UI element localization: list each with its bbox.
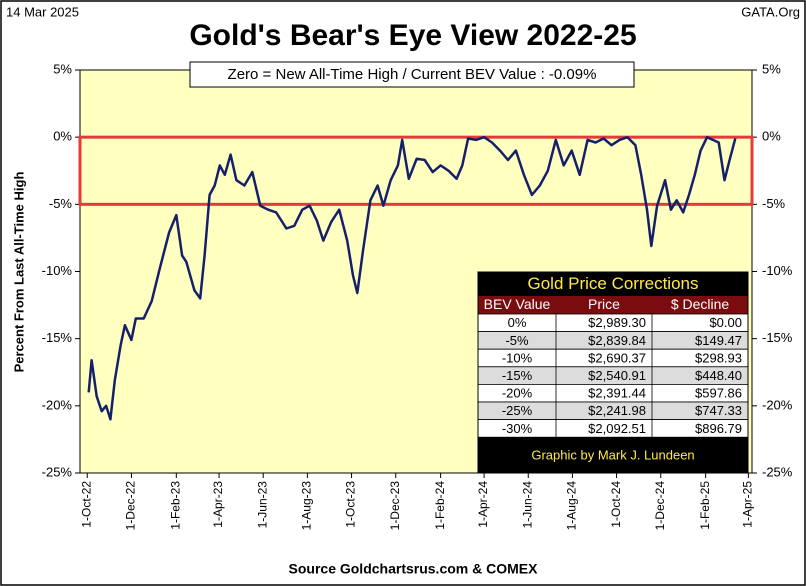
table-title-bg xyxy=(478,272,748,296)
table-cell: $2,391.44 xyxy=(588,386,646,401)
table-cell: 0% xyxy=(508,315,527,330)
table-border xyxy=(477,271,749,474)
table-cell: $2,092.51 xyxy=(588,421,646,436)
plot: 5% 5% 0% 0% -5% -5% -10% -10% -15% -15% -20% -20% -2… xyxy=(42,61,793,530)
x-tick-label: 1-Dec-23 xyxy=(388,481,402,531)
table-cell: -30% xyxy=(502,421,533,436)
highlight-band xyxy=(78,135,754,206)
x-tick-label: 1-Feb-25 xyxy=(698,481,712,530)
y2-tick-label: -25% xyxy=(762,464,793,479)
data-line xyxy=(87,135,737,421)
x-tick-label: 1-Oct-22 xyxy=(79,481,93,528)
x-axis-label: Source Goldchartsrus.com & COMEX xyxy=(289,561,539,577)
table-cell: -10% xyxy=(502,350,533,365)
x-tick-label: 1-Apr-25 xyxy=(741,481,755,528)
x-tick-label: 1-Jun-24 xyxy=(520,481,534,529)
x-tick-label: 1-Dec-22 xyxy=(124,481,138,531)
y-tick-label: 5% xyxy=(53,61,72,76)
table-header: $ Decline xyxy=(671,296,730,312)
x-tick-label: 1-Dec-24 xyxy=(653,481,667,531)
table-cell: -15% xyxy=(502,368,533,383)
table-footer: Graphic by Mark J. Lundeen xyxy=(531,448,694,463)
table-footer-bg xyxy=(478,437,748,473)
x-tick-label: 1-Oct-24 xyxy=(609,481,623,528)
y-tick-label: 0% xyxy=(53,129,72,144)
x-tick-label: 1-Jun-23 xyxy=(255,481,269,529)
y2-tick-label: -15% xyxy=(762,330,793,345)
table-cell: -5% xyxy=(505,333,529,348)
x-tick-label: 1-Aug-24 xyxy=(565,481,579,531)
source-site: GATA.Org xyxy=(741,4,800,19)
x-tick-label: 1-Apr-24 xyxy=(476,481,490,528)
y-tick-label: -10% xyxy=(42,263,73,278)
y-axis-label: Percent From Last All-Time High xyxy=(11,172,26,373)
table-cell: -25% xyxy=(502,403,533,418)
chart-title: Gold's Bear's Eye View 2022-25 xyxy=(189,19,636,52)
table-cell: $2,540.91 xyxy=(588,368,646,383)
table-cell: $2,989.30 xyxy=(588,315,646,330)
annotation: Zero = New All-Time High / Current BEV V… xyxy=(228,66,597,83)
table-header: Price xyxy=(588,296,620,312)
table-cell: $298.93 xyxy=(695,350,742,365)
x-tick-label: 1-Aug-23 xyxy=(300,481,314,531)
y-tick-label: -15% xyxy=(42,330,73,345)
table-cell: $448.40 xyxy=(695,368,742,383)
table-title: Gold Price Corrections xyxy=(527,274,698,293)
y2-tick-label: 5% xyxy=(762,61,781,76)
y2-tick-label: 0% xyxy=(762,129,781,144)
y2-tick-label: -5% xyxy=(762,196,786,211)
table-cell: $747.33 xyxy=(695,403,742,418)
y2-tick-label: -20% xyxy=(762,397,793,412)
table-header: BEV Value xyxy=(484,296,551,312)
x-tick-label: 1-Apr-23 xyxy=(211,481,225,528)
table-cell: $2,839.84 xyxy=(588,333,646,348)
x-tick-label: 1-Feb-24 xyxy=(433,481,447,530)
date-label: 14 Mar 2025 xyxy=(6,4,79,19)
y-tick-label: -5% xyxy=(49,196,73,211)
annotation-box xyxy=(189,61,635,88)
table-cell: $896.79 xyxy=(695,421,742,436)
y2-tick-label: -10% xyxy=(762,263,793,278)
x-tick-label: 1-Feb-23 xyxy=(168,481,182,530)
table-cell: $2,690.37 xyxy=(588,350,646,365)
table-cell: $149.47 xyxy=(695,333,742,348)
table: Gold Price Corrections BEV Value Price $ De… xyxy=(477,271,749,474)
table-cell: $2,241.98 xyxy=(588,403,646,418)
table-cell: $597.86 xyxy=(695,386,742,401)
table-header-bg xyxy=(478,296,748,314)
x-tick-label: 1-Oct-23 xyxy=(344,481,358,528)
table-cell: $0.00 xyxy=(709,315,742,330)
y-tick-label: -20% xyxy=(42,397,73,412)
y-tick-label: -25% xyxy=(42,464,73,479)
table-cell: -20% xyxy=(502,386,533,401)
